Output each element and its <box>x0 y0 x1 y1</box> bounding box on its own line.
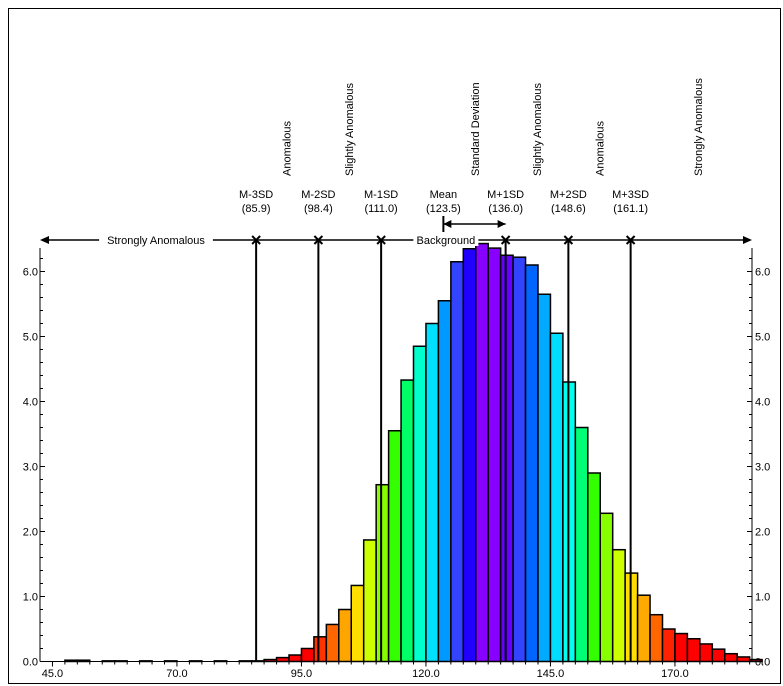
category-label: Strongly Anomalous <box>693 78 705 176</box>
y-tick-label-left: 3.0 <box>23 462 38 474</box>
y-tick-label-right: 5.0 <box>755 332 770 344</box>
range-label-background-bg <box>413 233 479 246</box>
histogram-bar <box>537 293 552 663</box>
y-tick-label-left: 4.0 <box>23 397 38 409</box>
x-tick-label: 95.0 <box>291 668 312 680</box>
histogram-bar <box>686 638 701 663</box>
y-tick-label-left: 6.0 <box>23 267 38 279</box>
stat-line-value: (98.4) <box>304 203 333 215</box>
y-tick-label-right: 1.0 <box>755 592 770 604</box>
histogram-bar <box>487 247 502 663</box>
x-tick-label: 70.0 <box>166 668 187 680</box>
histogram-bar <box>437 300 452 663</box>
x-tick-label: 145.0 <box>537 668 565 680</box>
histogram-bar <box>499 254 514 663</box>
histogram-bar <box>699 643 714 663</box>
histogram-bar <box>338 608 352 663</box>
histogram-bar <box>450 261 465 663</box>
stat-line-value: (111.0) <box>365 203 398 215</box>
stat-line-name: M-1SD <box>364 189 398 201</box>
histogram-bar <box>748 658 763 663</box>
histogram-bar <box>300 647 315 663</box>
chart-frame <box>8 8 781 684</box>
histogram-bar <box>661 628 676 663</box>
stat-line-name: Mean <box>430 189 458 201</box>
histogram-bar <box>724 652 738 663</box>
y-tick-label-left: 5.0 <box>23 332 38 344</box>
histogram-bar <box>412 345 427 663</box>
histogram-bar <box>350 584 365 663</box>
histogram-bar <box>649 613 664 663</box>
arrow-left-icon <box>40 236 49 244</box>
histogram-bar <box>574 426 589 663</box>
stat-line-value: (123.5) <box>426 203 461 215</box>
stat-line-value: (161.1) <box>613 203 648 215</box>
stat-line-name: M+3SD <box>612 189 649 201</box>
histogram-bar <box>611 548 626 663</box>
arrow-right-icon <box>743 236 752 244</box>
x-tick-label: 120.0 <box>412 668 440 680</box>
labels-group: 0.0 0.0 1.0 1.0 2.0 2.0 3.0 3.0 4.0 4.0 5.0 5.0 6.0 6… <box>23 78 771 680</box>
y-tick-label-right: 0.0 <box>755 657 770 669</box>
category-label: Anomalous <box>282 120 294 176</box>
stat-line-name: M+1SD <box>487 189 524 201</box>
y-tick-label-left: 1.0 <box>23 592 38 604</box>
stat-line-name: M-3SD <box>239 189 273 201</box>
histogram-bar <box>288 654 303 663</box>
histogram-bar <box>524 264 539 663</box>
histogram-bar <box>462 248 477 663</box>
histogram-bar <box>425 322 440 663</box>
range-label-strongly-anomalous: Strongly Anomalous <box>107 235 205 247</box>
x-tick-label: 45.0 <box>42 668 63 680</box>
std-arrow-left-icon <box>443 220 452 228</box>
histogram-bar <box>549 332 564 663</box>
y-tick-label-right: 2.0 <box>755 527 770 539</box>
range-label-background: Background <box>417 235 476 247</box>
histogram-bar <box>512 256 527 663</box>
histogram-bar <box>674 632 689 663</box>
y-tick-label-right: 4.0 <box>755 397 770 409</box>
stat-line-name: M-2SD <box>301 189 335 201</box>
category-label: Standard Deviation <box>470 82 482 176</box>
histogram-bar <box>711 648 726 663</box>
histogram-bar <box>313 636 328 663</box>
stat-line-name: M+2SD <box>550 189 587 201</box>
histogram-bar <box>387 430 402 663</box>
y-tick-label-left: 0.0 <box>23 657 38 669</box>
histogram-bar <box>375 483 390 663</box>
histogram-bar <box>736 656 751 663</box>
histogram-bar <box>275 656 290 663</box>
bars-group <box>64 242 763 663</box>
category-label: Slightly Anomalous <box>344 83 356 176</box>
histogram-bar <box>599 512 614 663</box>
histogram-bar <box>400 379 415 663</box>
y-tick-label-right: 6.0 <box>755 267 770 279</box>
stat-line-value: (136.0) <box>488 203 523 215</box>
histogram-bar <box>636 594 651 663</box>
category-label: Anomalous <box>594 120 606 176</box>
stat-line-value: (85.9) <box>242 203 271 215</box>
std-arrow-right-icon <box>497 220 506 228</box>
category-label: Slightly Anomalous <box>532 83 544 176</box>
stat-line-value: (148.6) <box>551 203 586 215</box>
y-tick-label-right: 3.0 <box>755 462 770 474</box>
x-tick-label: 170.0 <box>661 668 689 680</box>
histogram-bar <box>475 242 489 663</box>
histogram-bar <box>362 539 377 663</box>
y-tick-label-left: 2.0 <box>23 527 38 539</box>
histogram-bar <box>325 623 340 663</box>
histogram-bar <box>587 472 601 663</box>
range-label-strongly-anomalous-bg <box>99 233 213 246</box>
